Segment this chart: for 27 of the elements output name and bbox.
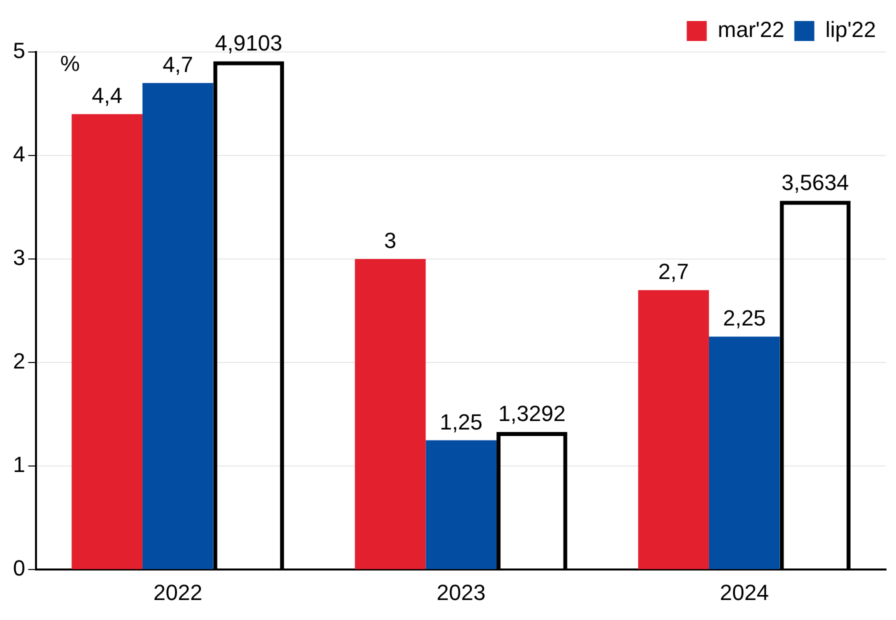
data-label: 3 xyxy=(384,228,396,254)
data-label: 2,7 xyxy=(658,259,689,284)
data-label: 4,9103 xyxy=(215,30,282,56)
data-label: 2,25 xyxy=(722,306,766,331)
bar xyxy=(426,440,497,570)
data-label: 4,4 xyxy=(92,83,122,108)
bar xyxy=(354,259,426,570)
data-label: 1,3292 xyxy=(498,401,566,426)
y-tick-label: 1 xyxy=(12,452,26,478)
data-label: 4,7 xyxy=(162,52,194,78)
y-tick-label: 5 xyxy=(12,38,26,64)
y-tick-label: 2 xyxy=(12,348,26,374)
x-tick-label: 2022 xyxy=(153,580,202,605)
legend-label: lip'22 xyxy=(825,17,876,42)
legend-label: mar'22 xyxy=(718,17,784,42)
x-tick-label: 2024 xyxy=(720,580,769,605)
y-tick-label: 3 xyxy=(12,245,26,270)
bar xyxy=(638,290,709,570)
data-label: 3,5634 xyxy=(782,170,849,195)
bar xyxy=(142,83,214,570)
bar xyxy=(72,114,142,570)
data-label: 1,25 xyxy=(440,409,483,434)
y-tick-label: 0 xyxy=(12,556,26,581)
y-tick-label: 4 xyxy=(12,142,26,167)
annotation: % xyxy=(60,51,80,76)
x-tick-label: 2023 xyxy=(436,580,486,605)
bar xyxy=(708,336,780,570)
